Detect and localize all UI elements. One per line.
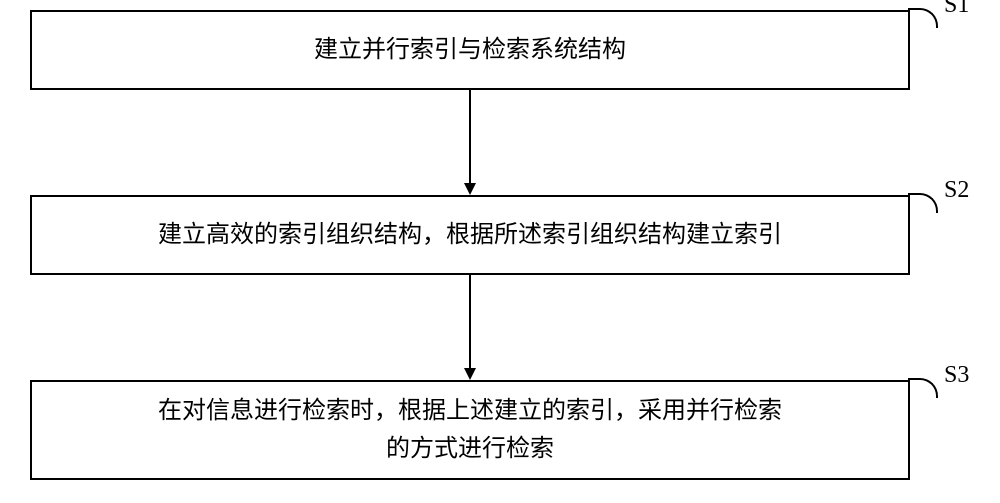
arrow-line-1	[469, 90, 471, 183]
arrow-head-icon	[464, 183, 476, 195]
label-connector	[908, 193, 938, 213]
flow-step-s1: 建立并行索引与检索系统结构	[30, 10, 910, 90]
step-label-s1: S1	[944, 0, 969, 19]
arrow-head-icon	[464, 368, 476, 380]
step-label-s2: S2	[944, 177, 969, 204]
step-label-s3: S3	[944, 362, 969, 389]
flow-step-text: 在对信息进行检索时，根据上述建立的索引，采用并行检索 的方式进行检索	[158, 392, 782, 469]
flow-step-s2: 建立高效的索引组织结构，根据所述索引组织结构建立索引	[30, 195, 910, 275]
label-connector	[908, 8, 938, 28]
flow-step-s3: 在对信息进行检索时，根据上述建立的索引，采用并行检索 的方式进行检索	[30, 380, 910, 480]
label-connector	[908, 378, 938, 398]
arrow-line-2	[469, 275, 471, 368]
flow-step-text: 建立高效的索引组织结构，根据所述索引组织结构建立索引	[158, 216, 782, 254]
flow-step-text: 建立并行索引与检索系统结构	[314, 31, 626, 69]
